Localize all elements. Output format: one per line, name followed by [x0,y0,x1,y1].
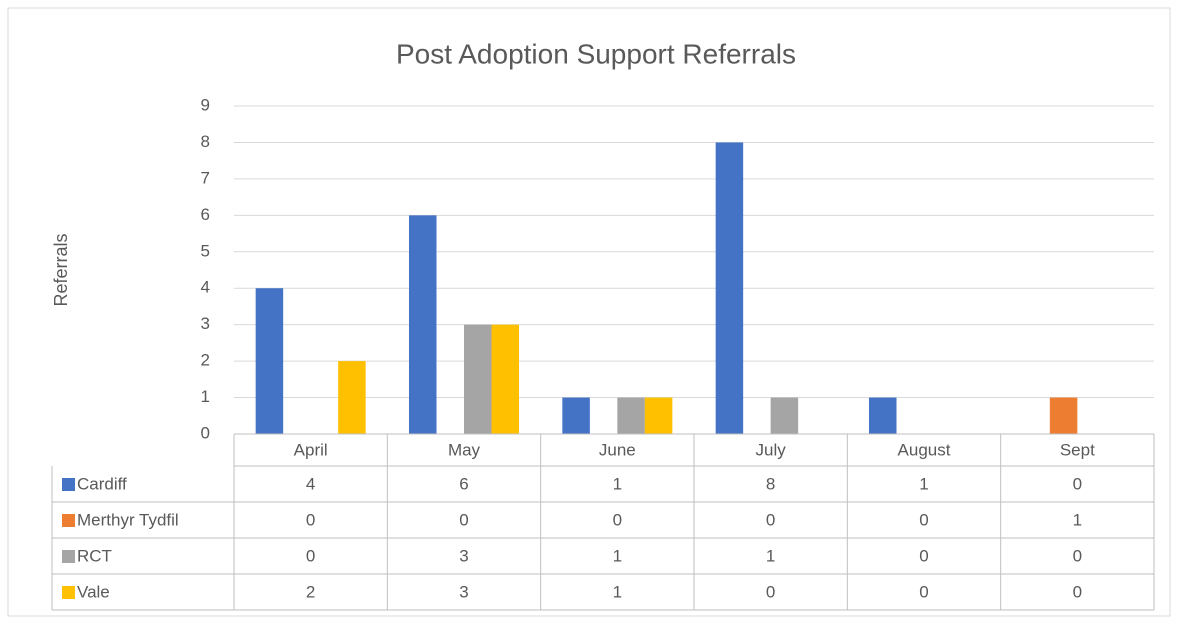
legend-key [62,586,75,599]
y-tick-label: 5 [201,241,210,260]
bar [562,397,590,434]
y-tick-label: 4 [201,278,210,297]
legend-key [62,514,75,527]
table-value: 0 [1073,474,1082,493]
chart-border [7,7,1171,617]
y-tick-label: 1 [201,387,210,406]
table-value: 0 [306,546,315,565]
legend-label: Cardiff [77,474,127,493]
table-value: 0 [306,510,315,529]
table-value: 0 [459,510,468,529]
table-value: 1 [613,582,622,601]
table-value: 4 [306,474,315,493]
y-tick-label: 8 [201,132,210,151]
table-value: 0 [1073,582,1082,601]
x-tick-label: April [294,440,328,459]
table-value: 1 [613,474,622,493]
legend-label: RCT [77,546,112,565]
bar [869,397,897,434]
table-value: 2 [306,582,315,601]
bar [715,142,744,434]
table-value: 0 [919,510,928,529]
bar [644,397,673,434]
table-value: 0 [919,546,928,565]
y-axis-label: Referrals [51,233,71,306]
table-value: 8 [766,474,775,493]
chart-title: Post Adoption Support Referrals [396,38,796,69]
table-value: 1 [919,474,928,493]
table-value: 1 [613,546,622,565]
y-tick-label: 2 [201,351,210,370]
y-tick-label: 7 [201,168,210,187]
legend-label: Merthyr Tydfil [77,510,179,529]
table-value: 3 [459,582,468,601]
table-value: 1 [1073,510,1082,529]
bar [409,215,437,434]
x-tick-label: June [599,440,636,459]
legend-key [62,478,75,491]
table-value: 0 [1073,546,1082,565]
x-tick-label: May [448,440,481,459]
bar [1049,397,1078,434]
bar [770,397,799,434]
y-tick-label: 6 [201,205,210,224]
table-value: 1 [766,546,775,565]
table-value: 0 [919,582,928,601]
table-value: 3 [459,546,468,565]
bar [255,288,284,434]
y-tick-label: 9 [201,95,210,114]
table-value: 0 [613,510,622,529]
bar [464,324,492,434]
bar [491,324,519,434]
x-tick-label: August [898,440,951,459]
table-value: 0 [766,510,775,529]
bar [338,361,366,434]
legend-key [62,550,75,563]
y-tick-label: 3 [201,314,210,333]
x-tick-label: July [756,440,787,459]
x-tick-label: Sept [1060,440,1095,459]
bar [617,397,645,434]
y-tick-label: 0 [201,423,210,442]
table-value: 0 [766,582,775,601]
table-value: 6 [459,474,468,493]
legend-label: Vale [77,582,110,601]
